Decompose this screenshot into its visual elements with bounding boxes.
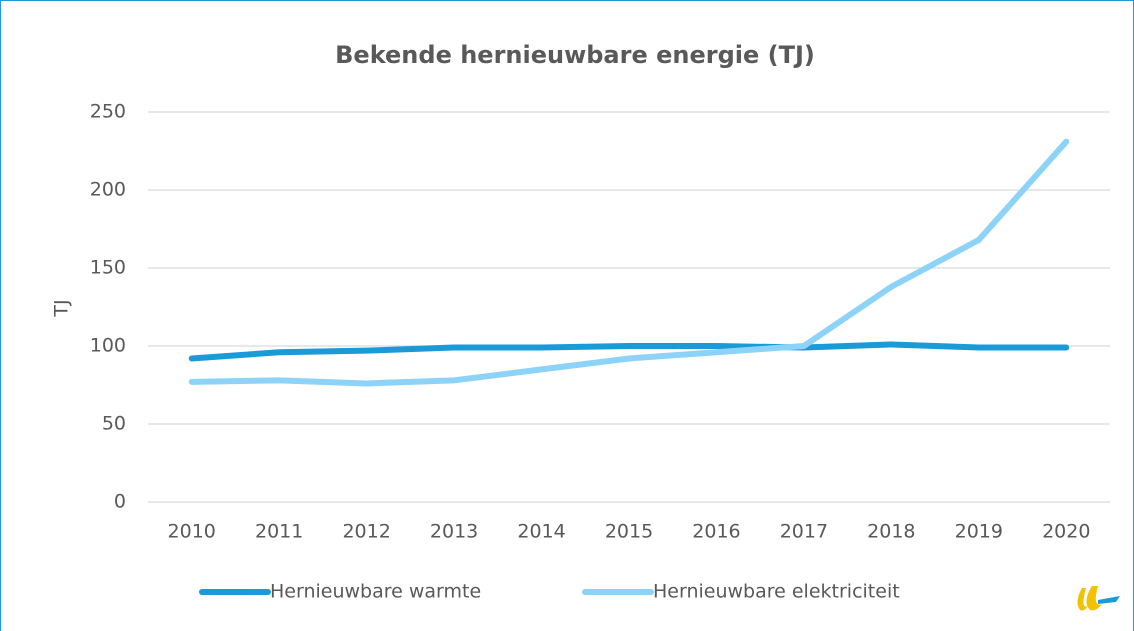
- x-tick-label: 2020: [1042, 521, 1090, 543]
- line-series: [188, 341, 1070, 362]
- y-tick-label: 200: [90, 179, 126, 201]
- x-tick-label: 2016: [692, 521, 740, 543]
- x-tick-label: 2018: [867, 521, 915, 543]
- y-tick-label: 50: [102, 413, 126, 435]
- x-tick-label: 2015: [605, 521, 653, 543]
- x-tick-label: 2011: [255, 521, 303, 543]
- x-tick-label: 2014: [517, 521, 565, 543]
- y-tick-label: 150: [90, 257, 126, 279]
- x-tick-label: 2012: [342, 521, 390, 543]
- x-tick-label: 2013: [430, 521, 478, 543]
- y-axis-label: TJ: [51, 299, 73, 317]
- x-tick-label: 2019: [955, 521, 1003, 543]
- y-tick-label: 100: [90, 335, 126, 357]
- logo: [1077, 586, 1120, 611]
- x-tick-label: 2010: [168, 521, 216, 543]
- legend-label: Hernieuwbare warmte: [270, 581, 481, 603]
- y-tick-label: 250: [90, 101, 126, 123]
- line-series: [188, 138, 1070, 387]
- x-tick-label: 2017: [780, 521, 828, 543]
- legend-label: Hernieuwbare elektriciteit: [653, 581, 900, 603]
- chart-title: Bekende hernieuwbare energie (TJ): [335, 41, 815, 69]
- y-tick-label: 0: [114, 491, 126, 513]
